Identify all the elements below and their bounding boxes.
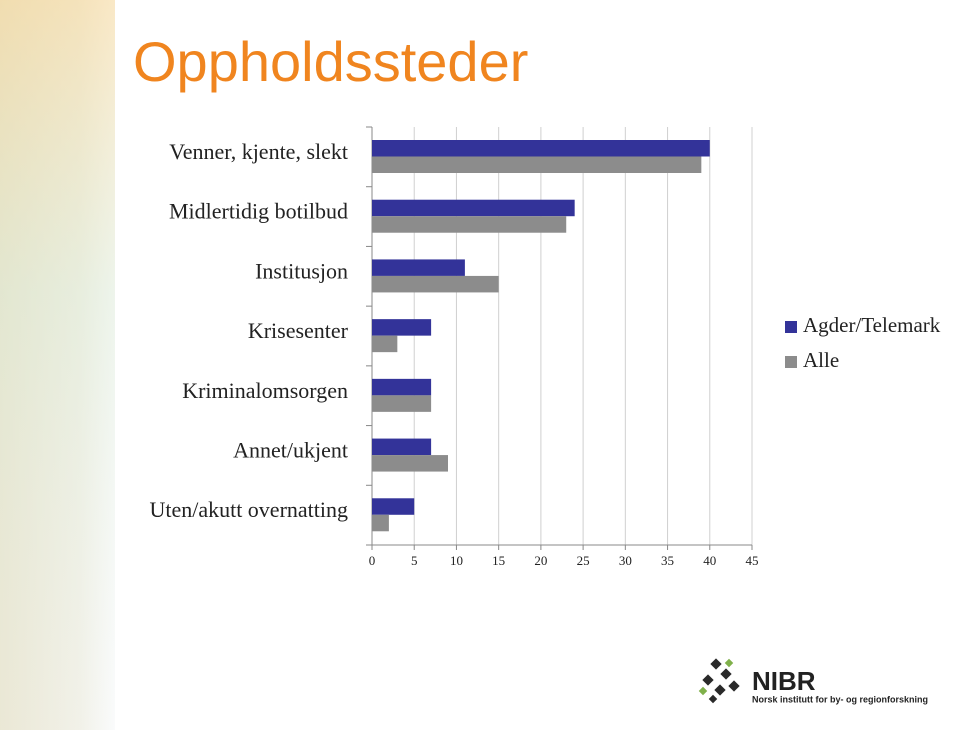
x-tick-label: 20 bbox=[534, 553, 547, 568]
bar bbox=[372, 395, 432, 412]
x-tick-label: 10 bbox=[450, 553, 463, 568]
bar bbox=[372, 378, 432, 396]
bar bbox=[372, 498, 415, 515]
x-tick-label: 30 bbox=[619, 553, 632, 568]
x-tick-label: 40 bbox=[703, 553, 716, 568]
x-tick-label: 35 bbox=[661, 553, 674, 568]
bar bbox=[372, 140, 710, 157]
slide-title: Oppholdssteder bbox=[133, 30, 528, 93]
bar bbox=[372, 199, 575, 217]
bar bbox=[372, 216, 567, 233]
category-label: Institusjon bbox=[255, 258, 348, 283]
x-tick-label: 25 bbox=[577, 553, 590, 568]
x-tick-label: 15 bbox=[492, 553, 505, 568]
logo: NIBR Norsk institutt for by- og regionfo… bbox=[698, 658, 928, 704]
x-tick-label: 0 bbox=[369, 553, 376, 568]
category-label: Venner, kjente, slekt bbox=[169, 139, 348, 164]
bar bbox=[372, 275, 499, 293]
bar bbox=[372, 455, 448, 472]
logo-name: NIBR bbox=[752, 666, 816, 696]
bar bbox=[372, 335, 398, 353]
category-label: Krisesenter bbox=[248, 318, 349, 343]
category-label: Annet/ukjent bbox=[233, 437, 348, 462]
legend-label: Agder/Telemark bbox=[803, 313, 941, 337]
legend-label: Alle bbox=[803, 348, 839, 372]
bar bbox=[372, 319, 432, 336]
chart: 0 5 10 15 20 25 30 35 40 45 Venner, kjente, slekt M… bbox=[149, 126, 941, 568]
category-label: Kriminalomsorgen bbox=[182, 378, 348, 403]
bar bbox=[372, 259, 465, 276]
x-tick-label: 45 bbox=[746, 553, 759, 568]
category-label: Midlertidig botilbud bbox=[169, 199, 348, 224]
logo-subtitle: Norsk institutt for by- og regionforskni… bbox=[752, 694, 928, 704]
bar bbox=[372, 438, 432, 456]
bar bbox=[372, 156, 702, 173]
legend-swatch bbox=[785, 321, 797, 333]
x-tick-label: 5 bbox=[411, 553, 418, 568]
bar bbox=[372, 514, 389, 532]
category-label: Uten/akutt overnatting bbox=[149, 497, 348, 522]
decor-strip-overlay bbox=[0, 0, 115, 730]
legend-swatch bbox=[785, 356, 797, 368]
